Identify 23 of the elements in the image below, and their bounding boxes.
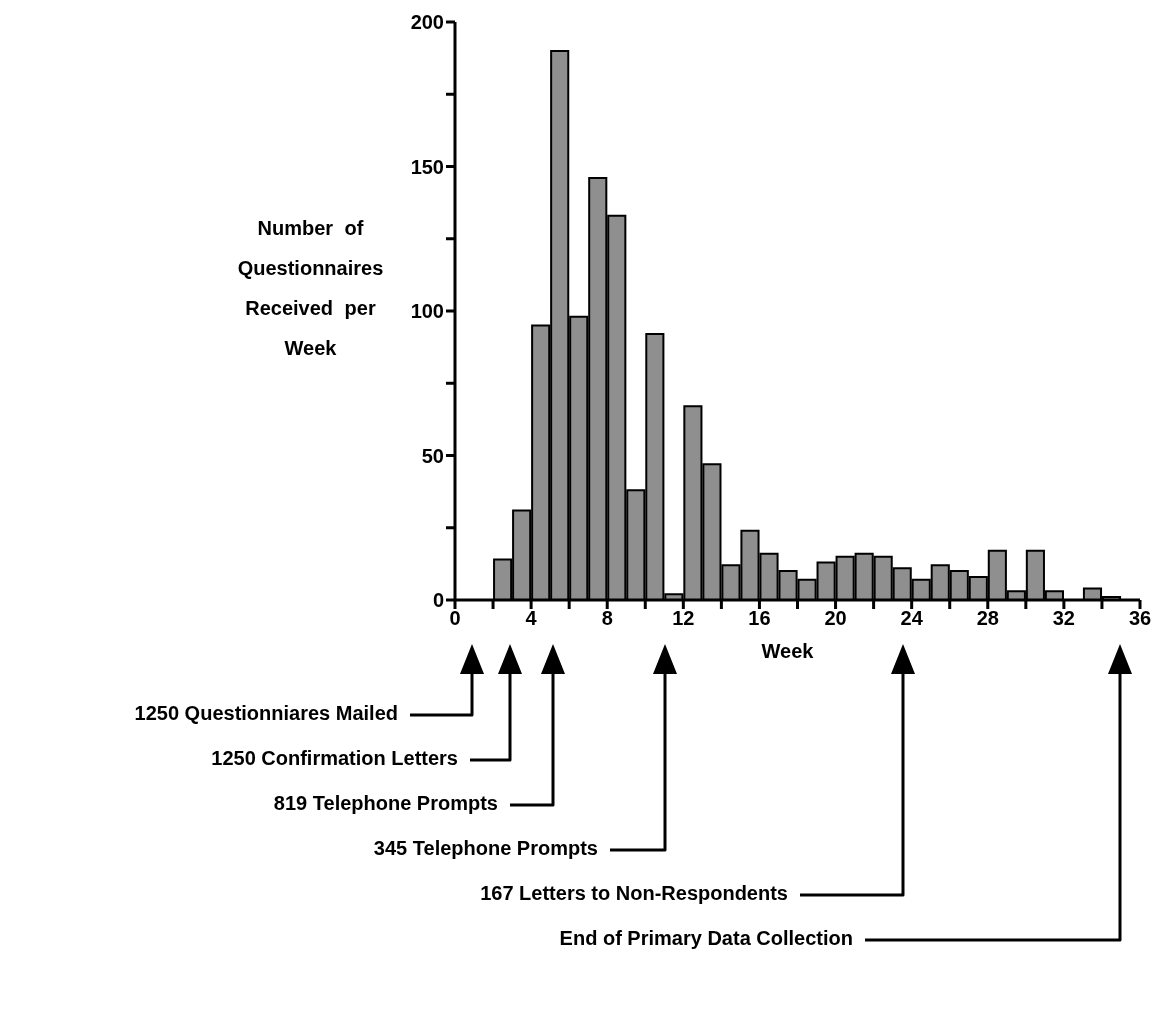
x-tick-label: 12	[672, 607, 695, 630]
x-tick-label: 20	[824, 607, 847, 630]
y-axis-title: Number of Questionnaires Received per Week	[236, 216, 385, 361]
text: 819 Telephone Prompts	[273, 792, 498, 815]
text: End of Primary Data Collection	[559, 927, 853, 950]
x-tick-label: 24	[900, 607, 924, 630]
y-tick-label: 100	[410, 300, 444, 323]
text: 167 Letters to Non-Respondents	[480, 882, 788, 905]
y-tick-label: 50	[421, 444, 444, 467]
x-tick-label: 36	[1128, 607, 1152, 630]
x-axis-title: Week	[761, 640, 815, 662]
text: 345 Telephone Prompts	[373, 837, 598, 860]
y-tick-label: 0	[432, 589, 444, 612]
x-tick-label: 4	[525, 607, 538, 630]
x-tick-label: 0	[449, 607, 461, 630]
x-tick-label: 32	[1052, 607, 1076, 630]
x-tick-label: 8	[601, 607, 613, 630]
y-tick-label: 150	[410, 155, 444, 178]
text: 1250 Questionniares Mailed	[134, 702, 398, 725]
x-tick-label: 16	[748, 607, 771, 630]
x-tick-label: 28	[976, 607, 999, 630]
y-tick-label: 200	[410, 11, 444, 34]
text: 1250 Confirmation Letters	[211, 747, 458, 770]
